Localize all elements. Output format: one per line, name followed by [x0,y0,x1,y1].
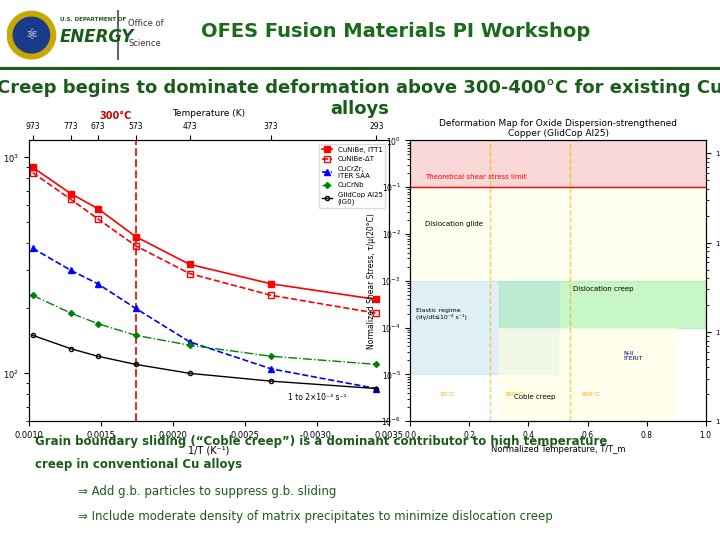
Line: CuCrZr,
ITER SAA: CuCrZr, ITER SAA [30,245,379,392]
CuCrNb [266,353,275,360]
GlidCop Al25
(IG0) [372,386,381,392]
Circle shape [7,11,55,59]
GlidCop Al25
(IG0) [131,361,140,368]
Text: 300°C: 300°C [99,111,132,122]
Line: GlidCop Al25
(IG0): GlidCop Al25 (IG0) [31,333,378,390]
CuNiBe, ITT1 [266,280,275,287]
Y-axis label: Normalized Shear Stress, τ/μ(20°C): Normalized Shear Stress, τ/μ(20°C) [366,213,376,349]
CuCrZr,
ITER SAA [372,386,381,392]
CuCrZr,
ITER SAA [185,339,194,345]
CuNiBe-ΔT [28,170,37,176]
Text: N-II
ITERIT: N-II ITERIT [623,350,642,361]
Text: Coble creep: Coble creep [514,394,555,400]
CuNiBe-ΔT [66,196,75,202]
Text: ⇒ Add g.b. particles to suppress g.b. sliding: ⇒ Add g.b. particles to suppress g.b. sl… [78,485,336,498]
Text: Science: Science [128,38,161,48]
Title: Deformation Map for Oxide Dispersion-strengthened
Copper (GlidCop Al25): Deformation Map for Oxide Dispersion-str… [439,119,677,138]
CuCrZr,
ITER SAA [266,366,275,372]
CuNiBe-ΔT [131,242,140,249]
GlidCop Al25
(IG0) [185,370,194,376]
Text: ENERGY: ENERGY [60,28,134,46]
CuNiBe, ITT1 [28,164,37,171]
Text: 20°C: 20°C [440,392,455,397]
X-axis label: Temperature (K): Temperature (K) [172,109,246,118]
Text: Dislocation glide: Dislocation glide [425,221,483,227]
CuCrZr,
ITER SAA [131,305,140,312]
GlidCop Al25
(IG0) [266,378,275,384]
CuNiBe-ΔT [266,292,275,299]
Text: Theoretical shear stress limit: Theoretical shear stress limit [425,174,526,180]
Text: Office of: Office of [128,19,163,28]
CuNiBe, ITT1 [94,205,102,212]
GlidCop Al25
(IG0) [94,353,102,360]
Text: 1 to 2×10⁻³ s⁻¹: 1 to 2×10⁻³ s⁻¹ [288,393,346,402]
CuCrNb [28,292,37,299]
CuNiBe, ITT1 [131,233,140,240]
Line: CuNiBe-ΔT: CuNiBe-ΔT [30,170,379,316]
CuCrZr,
ITER SAA [94,280,102,287]
Text: ⚛: ⚛ [25,28,37,42]
CuNiBe, ITT1 [66,191,75,197]
GlidCop Al25
(IG0) [66,346,75,352]
CuCrNb [131,332,140,339]
CuCrNb [372,361,381,368]
Line: CuNiBe, ITT1: CuNiBe, ITT1 [30,165,379,302]
Text: U.S. DEPARTMENT OF: U.S. DEPARTMENT OF [60,17,126,22]
Text: 300°C: 300°C [505,392,524,397]
CuCrNb [185,342,194,348]
CuCrZr,
ITER SAA [66,267,75,274]
CuCrNb [94,320,102,327]
X-axis label: 1/T (K⁻¹): 1/T (K⁻¹) [188,446,230,455]
Text: OFES Fusion Materials PI Workshop: OFES Fusion Materials PI Workshop [202,22,590,41]
CuNiBe-ΔT [185,271,194,277]
Text: ⇒ Include moderate density of matrix precipitates to minimize dislocation creep: ⇒ Include moderate density of matrix pre… [78,510,552,523]
CuNiBe-ΔT [372,310,381,316]
Legend: CuNiBe, ITT1, CuNiBe-ΔT, CuCrZr,
ITER SAA, CuCrNb, GlidCop Al25
(IG0): CuNiBe, ITT1, CuNiBe-ΔT, CuCrZr, ITER SA… [319,144,385,208]
CuNiBe, ITT1 [185,261,194,267]
Text: Grain boundary sliding (“Coble creep”) is a dominant contributor to high tempera: Grain boundary sliding (“Coble creep”) i… [35,435,608,448]
Text: Elastic regime
(dγ/dt≤10⁻⁴ s⁻¹): Elastic regime (dγ/dt≤10⁻⁴ s⁻¹) [416,308,467,320]
Text: Creep begins to dominate deformation above 300-400°C for existing Cu
alloys: Creep begins to dominate deformation abo… [0,79,720,118]
Circle shape [13,17,50,53]
Line: CuCrNb: CuCrNb [31,293,378,367]
CuNiBe-ΔT [94,215,102,222]
GlidCop Al25
(IG0) [28,332,37,339]
CuCrZr,
ITER SAA [28,245,37,252]
X-axis label: Normalized Temperature, T/T_m: Normalized Temperature, T/T_m [491,446,625,455]
CuNiBe, ITT1 [372,296,381,302]
Text: creep in conventional Cu alloys: creep in conventional Cu alloys [35,458,243,471]
Text: 600°C: 600°C [582,392,600,397]
Text: Dislocation creep: Dislocation creep [573,286,634,292]
CuCrNb [66,310,75,316]
